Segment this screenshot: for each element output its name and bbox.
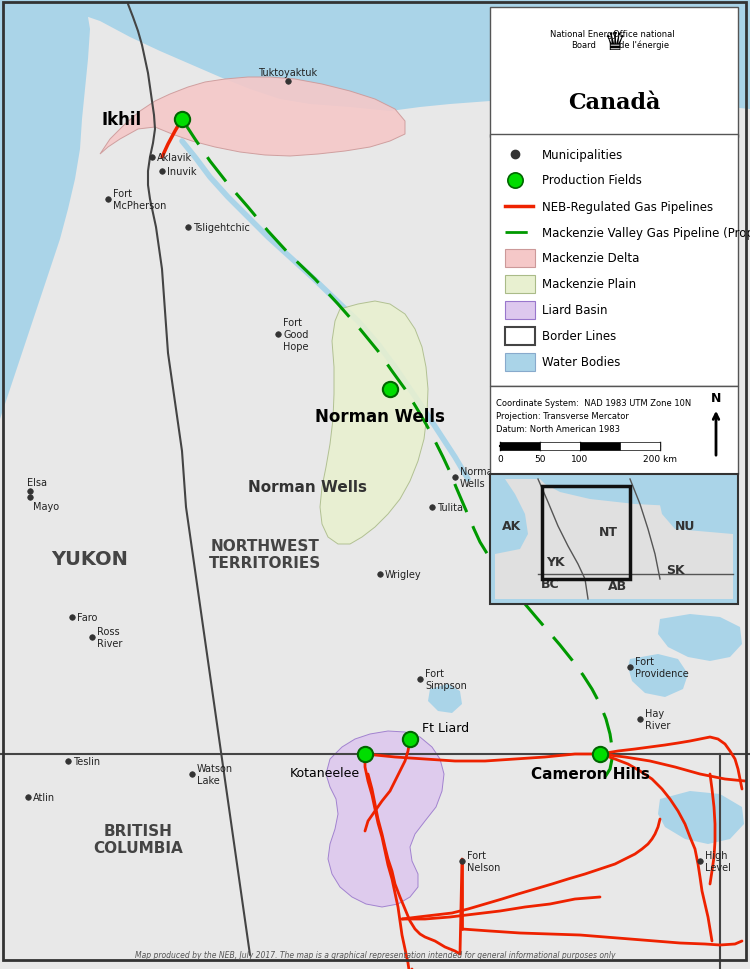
Text: Wrigley: Wrigley [385,570,422,579]
Text: Fort
Nelson: Fort Nelson [467,851,500,872]
Text: Aklavik: Aklavik [157,153,192,163]
Polygon shape [326,732,444,907]
Text: Deline: Deline [540,420,572,429]
Text: Water Bodies: Water Bodies [542,357,620,369]
Text: NEB-Regulated Gas Pipelines: NEB-Regulated Gas Pipelines [542,201,713,213]
Polygon shape [540,480,733,510]
Polygon shape [560,355,720,429]
Text: 200 km: 200 km [643,454,677,463]
Bar [505,250,535,267]
Text: Elsa: Elsa [27,478,47,487]
Text: Coordinate System:  NAD 1983 UTM Zone 10N
Projection: Transverse Mercator
Datum:: Coordinate System: NAD 1983 UTM Zone 10N… [496,398,692,434]
Text: Faro: Faro [77,612,98,622]
Bar [505,276,535,294]
Text: Rae: Rae [680,592,699,603]
Text: Paulatuk: Paulatuk [595,57,638,67]
Text: 50: 50 [534,454,546,463]
Polygon shape [658,480,733,535]
Text: Teslin: Teslin [73,756,100,766]
Polygon shape [428,684,462,713]
Text: Fort
Good
Hope: Fort Good Hope [283,318,308,351]
Text: Municipalities: Municipalities [542,148,623,161]
Bar [540,443,580,451]
Polygon shape [0,0,750,111]
Text: National Energy
Board: National Energy Board [550,30,618,49]
Text: High
Level: High Level [705,851,730,872]
Bar [490,387,738,475]
Text: Ft Liard: Ft Liard [422,721,470,735]
Text: NU: NU [675,520,695,533]
Text: Wha Ti: Wha Ti [595,577,628,586]
Bar [490,475,738,605]
Text: YUKON: YUKON [52,550,128,569]
Polygon shape [658,614,742,661]
Text: AK: AK [503,520,522,533]
Polygon shape [638,554,715,600]
Text: Office national
de l'énergie: Office national de l'énergie [614,30,675,50]
Polygon shape [320,301,428,545]
Polygon shape [628,654,688,698]
Text: BC: BC [541,578,560,591]
Text: Fort
Providence: Fort Providence [635,657,688,678]
Text: SK: SK [666,564,684,577]
Text: NT: NT [598,526,617,539]
Polygon shape [628,427,685,472]
Text: Cameron Hills: Cameron Hills [530,766,650,781]
Text: Norman Wells: Norman Wells [315,408,445,425]
Text: Production Fields: Production Fields [542,174,642,187]
Text: AB: AB [608,579,628,593]
Polygon shape [420,0,750,109]
Text: Norman Wells: Norman Wells [248,480,367,495]
Text: Ikhil: Ikhil [102,110,142,129]
Polygon shape [658,791,744,844]
Text: Tulita: Tulita [437,503,463,513]
Bar [505,354,535,372]
Text: Hay
River: Hay River [645,708,670,730]
Text: Tuktoyaktuk: Tuktoyaktuk [259,68,317,78]
Bar [505,301,535,320]
Text: Tsligehtchic: Tsligehtchic [193,223,250,233]
Polygon shape [0,0,90,420]
Text: N: N [711,391,722,405]
Bar [505,328,535,346]
Bar [490,8,738,138]
Polygon shape [100,78,405,157]
Text: Mackenzie Valley Gas Pipeline (Proposed): Mackenzie Valley Gas Pipeline (Proposed) [542,227,750,239]
Text: NORTHWEST
TERRITORIES: NORTHWEST TERRITORIES [209,538,321,571]
Text: Inuvik: Inuvik [167,167,196,176]
Bar [620,443,660,451]
Bar [495,480,733,600]
Text: Mayo: Mayo [33,502,59,512]
Text: Fort
McPherson: Fort McPherson [113,189,166,210]
Text: Ross
River: Ross River [97,627,122,648]
Text: Border Lines: Border Lines [542,330,616,343]
Text: Atlin: Atlin [33,793,56,802]
Bar [542,486,630,579]
Text: 100: 100 [572,454,589,463]
Text: Kotaneelee: Kotaneelee [290,766,360,779]
Text: Liard Basin: Liard Basin [542,304,608,317]
Text: Canadà: Canadà [568,92,660,114]
Text: Norman
Wells: Norman Wells [460,467,499,488]
Text: Mackenzie Delta: Mackenzie Delta [542,252,639,266]
Text: BRITISH
COLUMBIA: BRITISH COLUMBIA [93,823,183,856]
Text: Mackenzie Plain: Mackenzie Plain [542,278,636,292]
Polygon shape [495,480,528,554]
Text: 0: 0 [497,454,502,463]
Bar [500,443,540,451]
Text: YK: YK [546,556,564,569]
Bar [490,135,738,387]
Text: Map produced by the NEB, July 2017. The map is a graphical representation intend: Map produced by the NEB, July 2017. The … [135,951,615,959]
Bar [580,443,620,451]
Text: Watson
Lake: Watson Lake [197,764,233,785]
Text: ♛: ♛ [603,31,625,55]
Text: Fort
Simpson: Fort Simpson [425,669,466,690]
